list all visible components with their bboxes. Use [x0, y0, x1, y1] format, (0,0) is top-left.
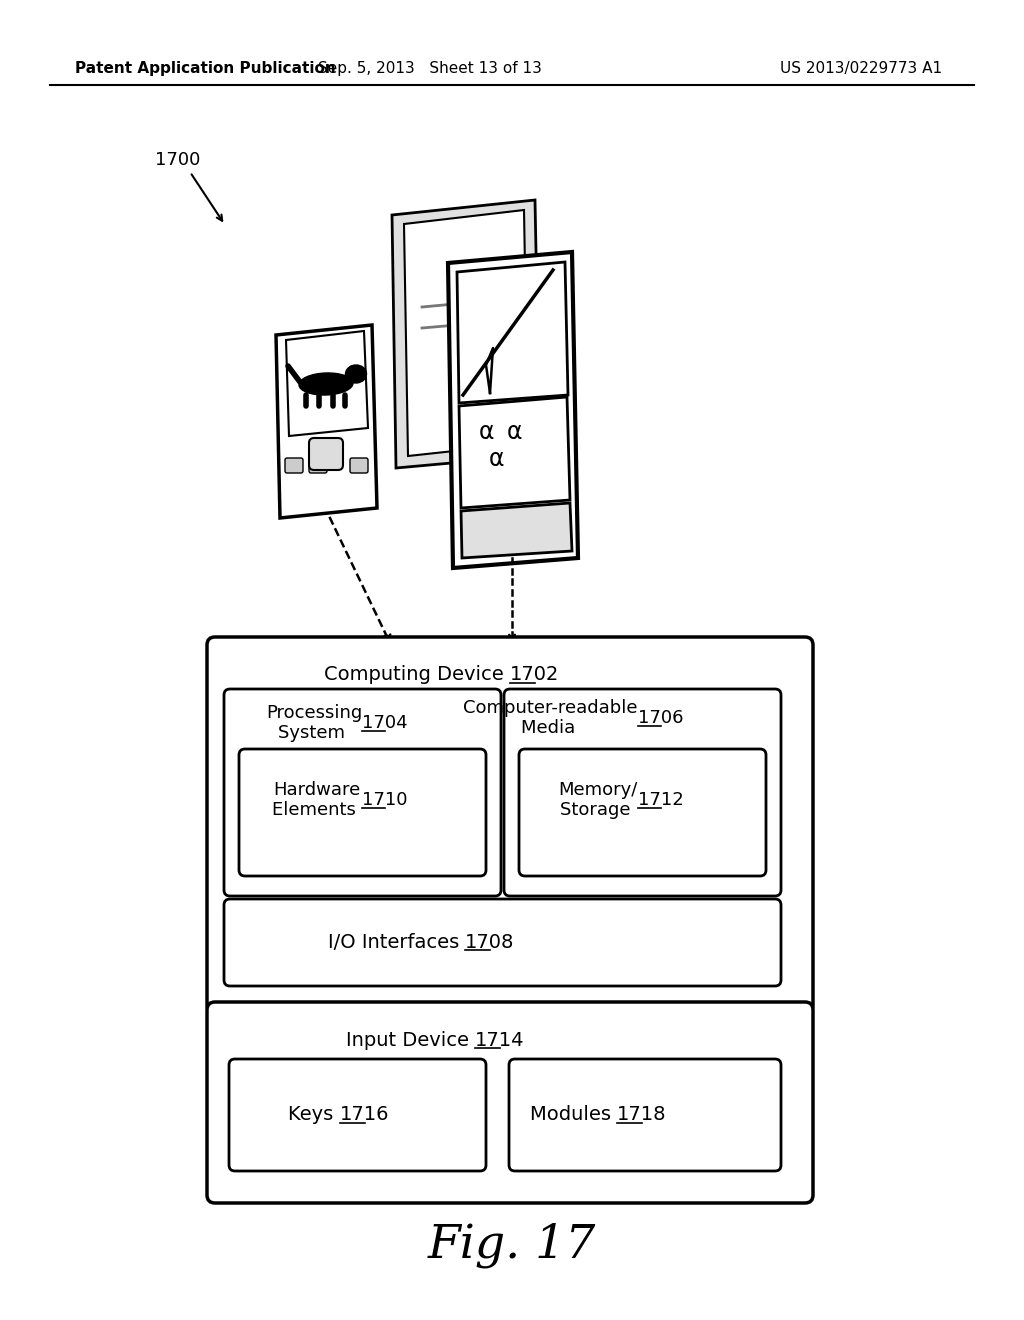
Text: 1706: 1706	[638, 709, 683, 727]
Text: Input Device: Input Device	[346, 1031, 475, 1049]
Polygon shape	[286, 331, 368, 436]
Text: 1704: 1704	[362, 714, 408, 733]
Ellipse shape	[299, 374, 353, 395]
FancyBboxPatch shape	[504, 689, 781, 896]
Text: Fig. 17: Fig. 17	[428, 1222, 596, 1267]
Text: Memory/
Storage: Memory/ Storage	[559, 780, 638, 820]
FancyBboxPatch shape	[229, 1059, 486, 1171]
Text: Hardware
Elements: Hardware Elements	[272, 780, 362, 820]
FancyBboxPatch shape	[350, 458, 368, 473]
FancyBboxPatch shape	[207, 638, 813, 1012]
Polygon shape	[404, 210, 528, 455]
Text: 1718: 1718	[617, 1106, 667, 1125]
Text: 1716: 1716	[340, 1106, 389, 1125]
Text: Processing
System: Processing System	[266, 704, 362, 742]
Polygon shape	[461, 503, 572, 558]
Text: Computer-readable
Media: Computer-readable Media	[464, 698, 638, 738]
FancyBboxPatch shape	[224, 689, 501, 896]
Polygon shape	[457, 261, 568, 403]
Text: 1702: 1702	[510, 665, 559, 685]
FancyBboxPatch shape	[224, 899, 781, 986]
FancyBboxPatch shape	[239, 748, 486, 876]
Text: Modules: Modules	[529, 1106, 617, 1125]
Text: Computing Device: Computing Device	[324, 665, 510, 685]
Text: Sep. 5, 2013   Sheet 13 of 13: Sep. 5, 2013 Sheet 13 of 13	[318, 61, 542, 75]
FancyBboxPatch shape	[207, 1002, 813, 1203]
Text: 1710: 1710	[362, 791, 408, 809]
Text: I/O Interfaces: I/O Interfaces	[328, 932, 465, 952]
Polygon shape	[459, 397, 570, 508]
FancyBboxPatch shape	[309, 438, 343, 470]
Polygon shape	[449, 252, 578, 568]
Text: α: α	[507, 420, 522, 444]
FancyBboxPatch shape	[509, 1059, 781, 1171]
Text: 1700: 1700	[155, 150, 201, 169]
Text: 1708: 1708	[465, 932, 514, 952]
Polygon shape	[392, 201, 540, 469]
Text: US 2013/0229773 A1: US 2013/0229773 A1	[780, 61, 942, 75]
FancyBboxPatch shape	[309, 458, 327, 473]
FancyBboxPatch shape	[519, 748, 766, 876]
Text: 1712: 1712	[638, 791, 684, 809]
FancyBboxPatch shape	[285, 458, 303, 473]
Text: Keys: Keys	[289, 1106, 340, 1125]
Text: α: α	[479, 420, 495, 444]
Text: 1714: 1714	[475, 1031, 524, 1049]
Polygon shape	[276, 325, 377, 517]
Text: Patent Application Publication: Patent Application Publication	[75, 61, 336, 75]
Ellipse shape	[345, 366, 367, 383]
Text: α: α	[489, 447, 505, 471]
